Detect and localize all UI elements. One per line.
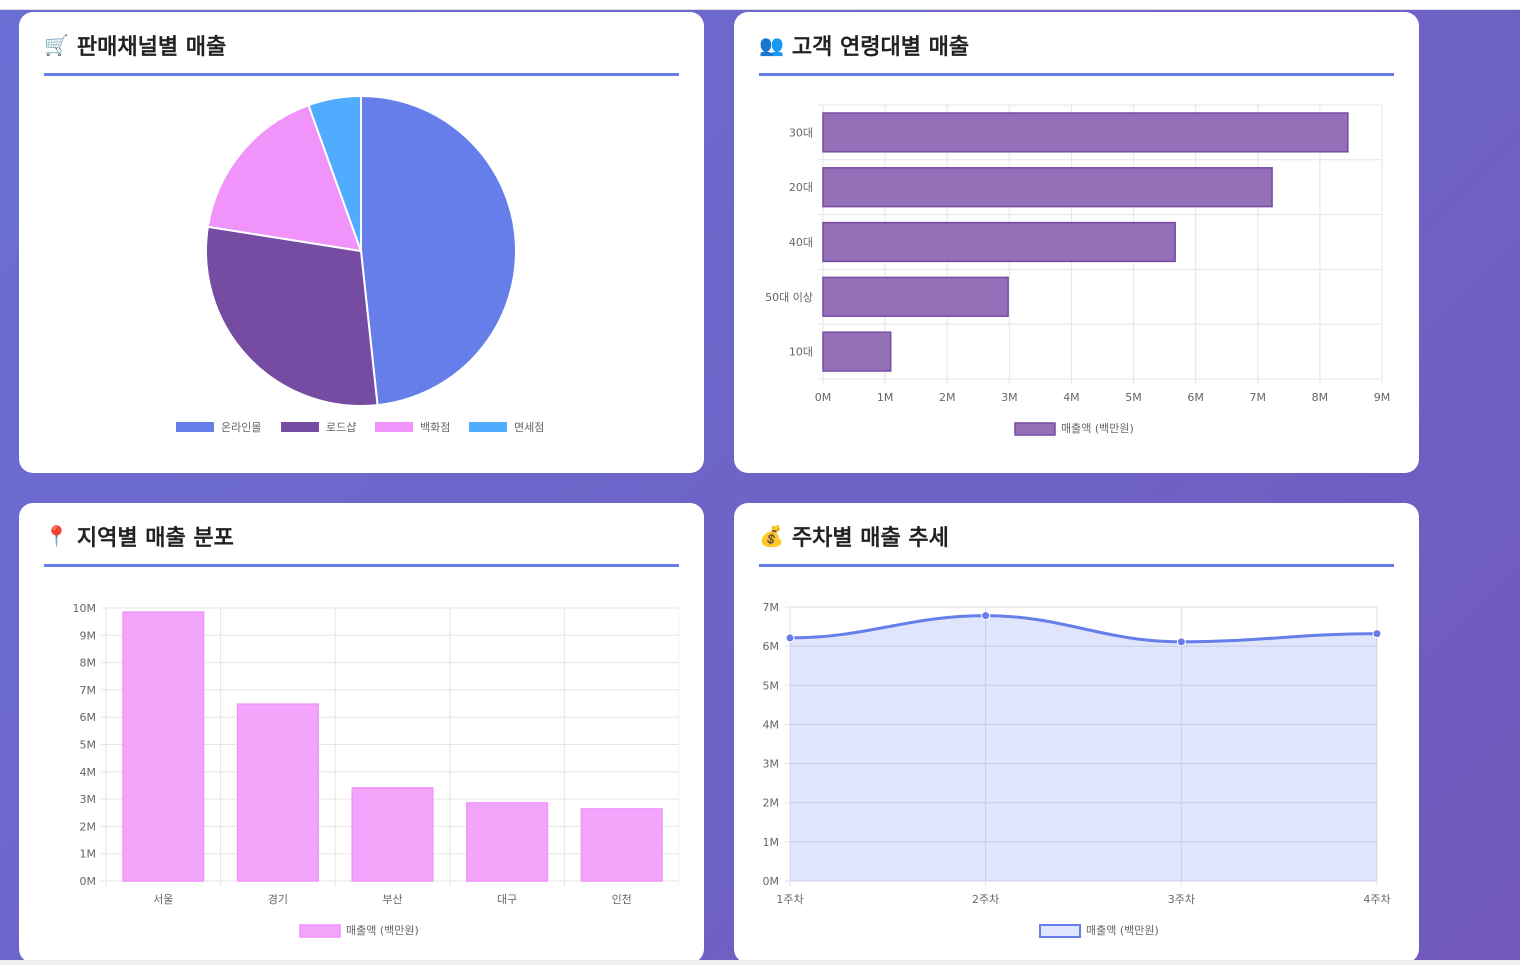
x-tick-label: 대구 xyxy=(497,893,517,906)
x-tick-label: 3M xyxy=(1001,391,1018,404)
y-tick-label: 7M xyxy=(80,684,97,697)
title-text: 주차별 매출 추세 xyxy=(791,525,949,551)
title-text: 판매채널별 매출 xyxy=(76,34,227,60)
x-tick-label: 부산 xyxy=(382,893,402,906)
bar xyxy=(236,703,319,882)
bar xyxy=(580,808,663,882)
x-tick-label: 1M xyxy=(877,391,894,404)
x-tick-label: 9M xyxy=(1374,391,1391,404)
card-title: 📍 지역별 매출 분포 xyxy=(44,503,679,567)
browser-top-bar xyxy=(0,0,1520,10)
y-tick-label: 50대 이상 xyxy=(765,291,813,304)
y-tick-label: 30대 xyxy=(789,126,813,139)
money-bag-icon: 💰 xyxy=(759,523,784,548)
channel-sales-card: 🛒 판매채널별 매출 온라인몰 로드샵 백화점 면세점 xyxy=(19,12,704,473)
card-title: 💰 주차별 매출 추세 xyxy=(759,503,1394,567)
legend-swatch xyxy=(281,422,319,432)
pie-slice xyxy=(205,225,379,407)
x-tick-label: 0M xyxy=(815,391,832,404)
y-tick-label: 6M xyxy=(763,640,780,653)
title-text: 고객 연령대별 매출 xyxy=(791,34,970,60)
x-tick-label: 2M xyxy=(939,391,956,404)
people-icon: 👥 xyxy=(759,32,784,57)
y-tick-label: 0M xyxy=(80,875,97,888)
bar xyxy=(351,787,434,882)
bar xyxy=(822,221,1176,263)
bar xyxy=(822,276,1009,317)
y-tick-label: 10대 xyxy=(789,346,813,359)
y-tick-label: 4M xyxy=(763,718,780,731)
pie-slice xyxy=(206,103,363,253)
x-tick-label: 2주차 xyxy=(972,893,999,906)
y-tick-label: 10M xyxy=(73,602,97,615)
y-tick-label: 1M xyxy=(80,848,97,861)
y-tick-label: 1M xyxy=(763,836,780,849)
y-tick-label: 20대 xyxy=(789,181,813,194)
legend-swatch xyxy=(176,422,214,432)
data-point xyxy=(1372,629,1382,639)
y-tick-label: 3M xyxy=(763,758,780,771)
legend-label: 매출액 (백만원) xyxy=(346,924,419,937)
bar xyxy=(822,331,892,372)
shopping-cart-icon: 🛒 xyxy=(44,32,69,57)
bar xyxy=(122,611,205,882)
legend-label: 백화점 xyxy=(420,421,450,434)
card-title: 🛒 판매채널별 매출 xyxy=(44,12,679,76)
x-tick-label: 인천 xyxy=(612,892,632,906)
legend-label: 매출액 (백만원) xyxy=(1086,924,1159,937)
y-tick-label: 40대 xyxy=(789,236,813,249)
legend-swatch xyxy=(299,924,341,938)
pie-slice xyxy=(360,94,517,407)
bar xyxy=(822,112,1349,153)
bar xyxy=(822,167,1273,208)
x-tick-label: 7M xyxy=(1250,391,1267,404)
x-tick-label: 경기 xyxy=(268,893,288,906)
x-tick-label: 1주차 xyxy=(776,893,803,906)
area-fill xyxy=(790,615,1377,881)
y-tick-label: 3M xyxy=(80,793,97,806)
data-point xyxy=(785,633,795,643)
bar xyxy=(466,802,549,882)
legend-label: 매출액 (백만원) xyxy=(1061,422,1134,435)
series-line xyxy=(789,614,1378,644)
x-tick-label: 5M xyxy=(1125,391,1142,404)
x-tick-label: 4주차 xyxy=(1363,893,1390,906)
pin-icon: 📍 xyxy=(44,523,69,548)
y-tick-label: 5M xyxy=(763,679,780,692)
channel-pie-chart: 온라인몰 로드샵 백화점 면세점 xyxy=(176,94,544,434)
legend-label: 온라인몰 xyxy=(221,421,261,434)
legend-swatch xyxy=(1014,422,1056,436)
age-bar-chart: 0M 1M 2M 3M 4M 5M 6M 7M 8M 9M 30대 20대 40대 50대 이상 10대매출… xyxy=(765,104,1391,436)
y-tick-label: 9M xyxy=(80,629,97,642)
legend-label: 면세점 xyxy=(514,421,544,434)
legend-swatch xyxy=(469,422,507,432)
legend-swatch xyxy=(1039,924,1081,938)
age-sales-card: 👥 고객 연령대별 매출 0M 1M 2M 3M 4M 5M 6M 7M 8M 9M 30대 20대 40… xyxy=(734,12,1419,473)
legend-label: 로드샵 xyxy=(326,421,356,434)
y-tick-label: 4M xyxy=(80,766,97,779)
region-sales-card: 📍 지역별 매출 분포 0M 1M 2M 3M 4M 5M 6M 7M 8M 9M 10M 서울 경기 부산… xyxy=(19,503,704,963)
x-tick-label: 8M xyxy=(1312,391,1329,404)
pie-slice xyxy=(307,94,362,252)
y-tick-label: 8M xyxy=(80,657,97,670)
y-tick-label: 5M xyxy=(80,739,97,752)
x-tick-label: 서울 xyxy=(153,893,173,906)
title-text: 지역별 매출 분포 xyxy=(76,525,234,551)
y-tick-label: 0M xyxy=(763,875,780,888)
card-title: 👥 고객 연령대별 매출 xyxy=(759,12,1394,76)
y-tick-label: 2M xyxy=(763,797,780,810)
y-tick-label: 6M xyxy=(80,711,97,724)
x-tick-label: 3주차 xyxy=(1168,893,1195,906)
x-tick-label: 4M xyxy=(1063,391,1080,404)
data-point xyxy=(1176,637,1186,647)
data-point xyxy=(981,611,991,621)
x-tick-label: 6M xyxy=(1187,391,1204,404)
y-tick-label: 7M xyxy=(763,601,780,614)
y-tick-label: 2M xyxy=(80,820,97,833)
bottom-bar xyxy=(0,960,1520,965)
legend-swatch xyxy=(375,422,413,432)
